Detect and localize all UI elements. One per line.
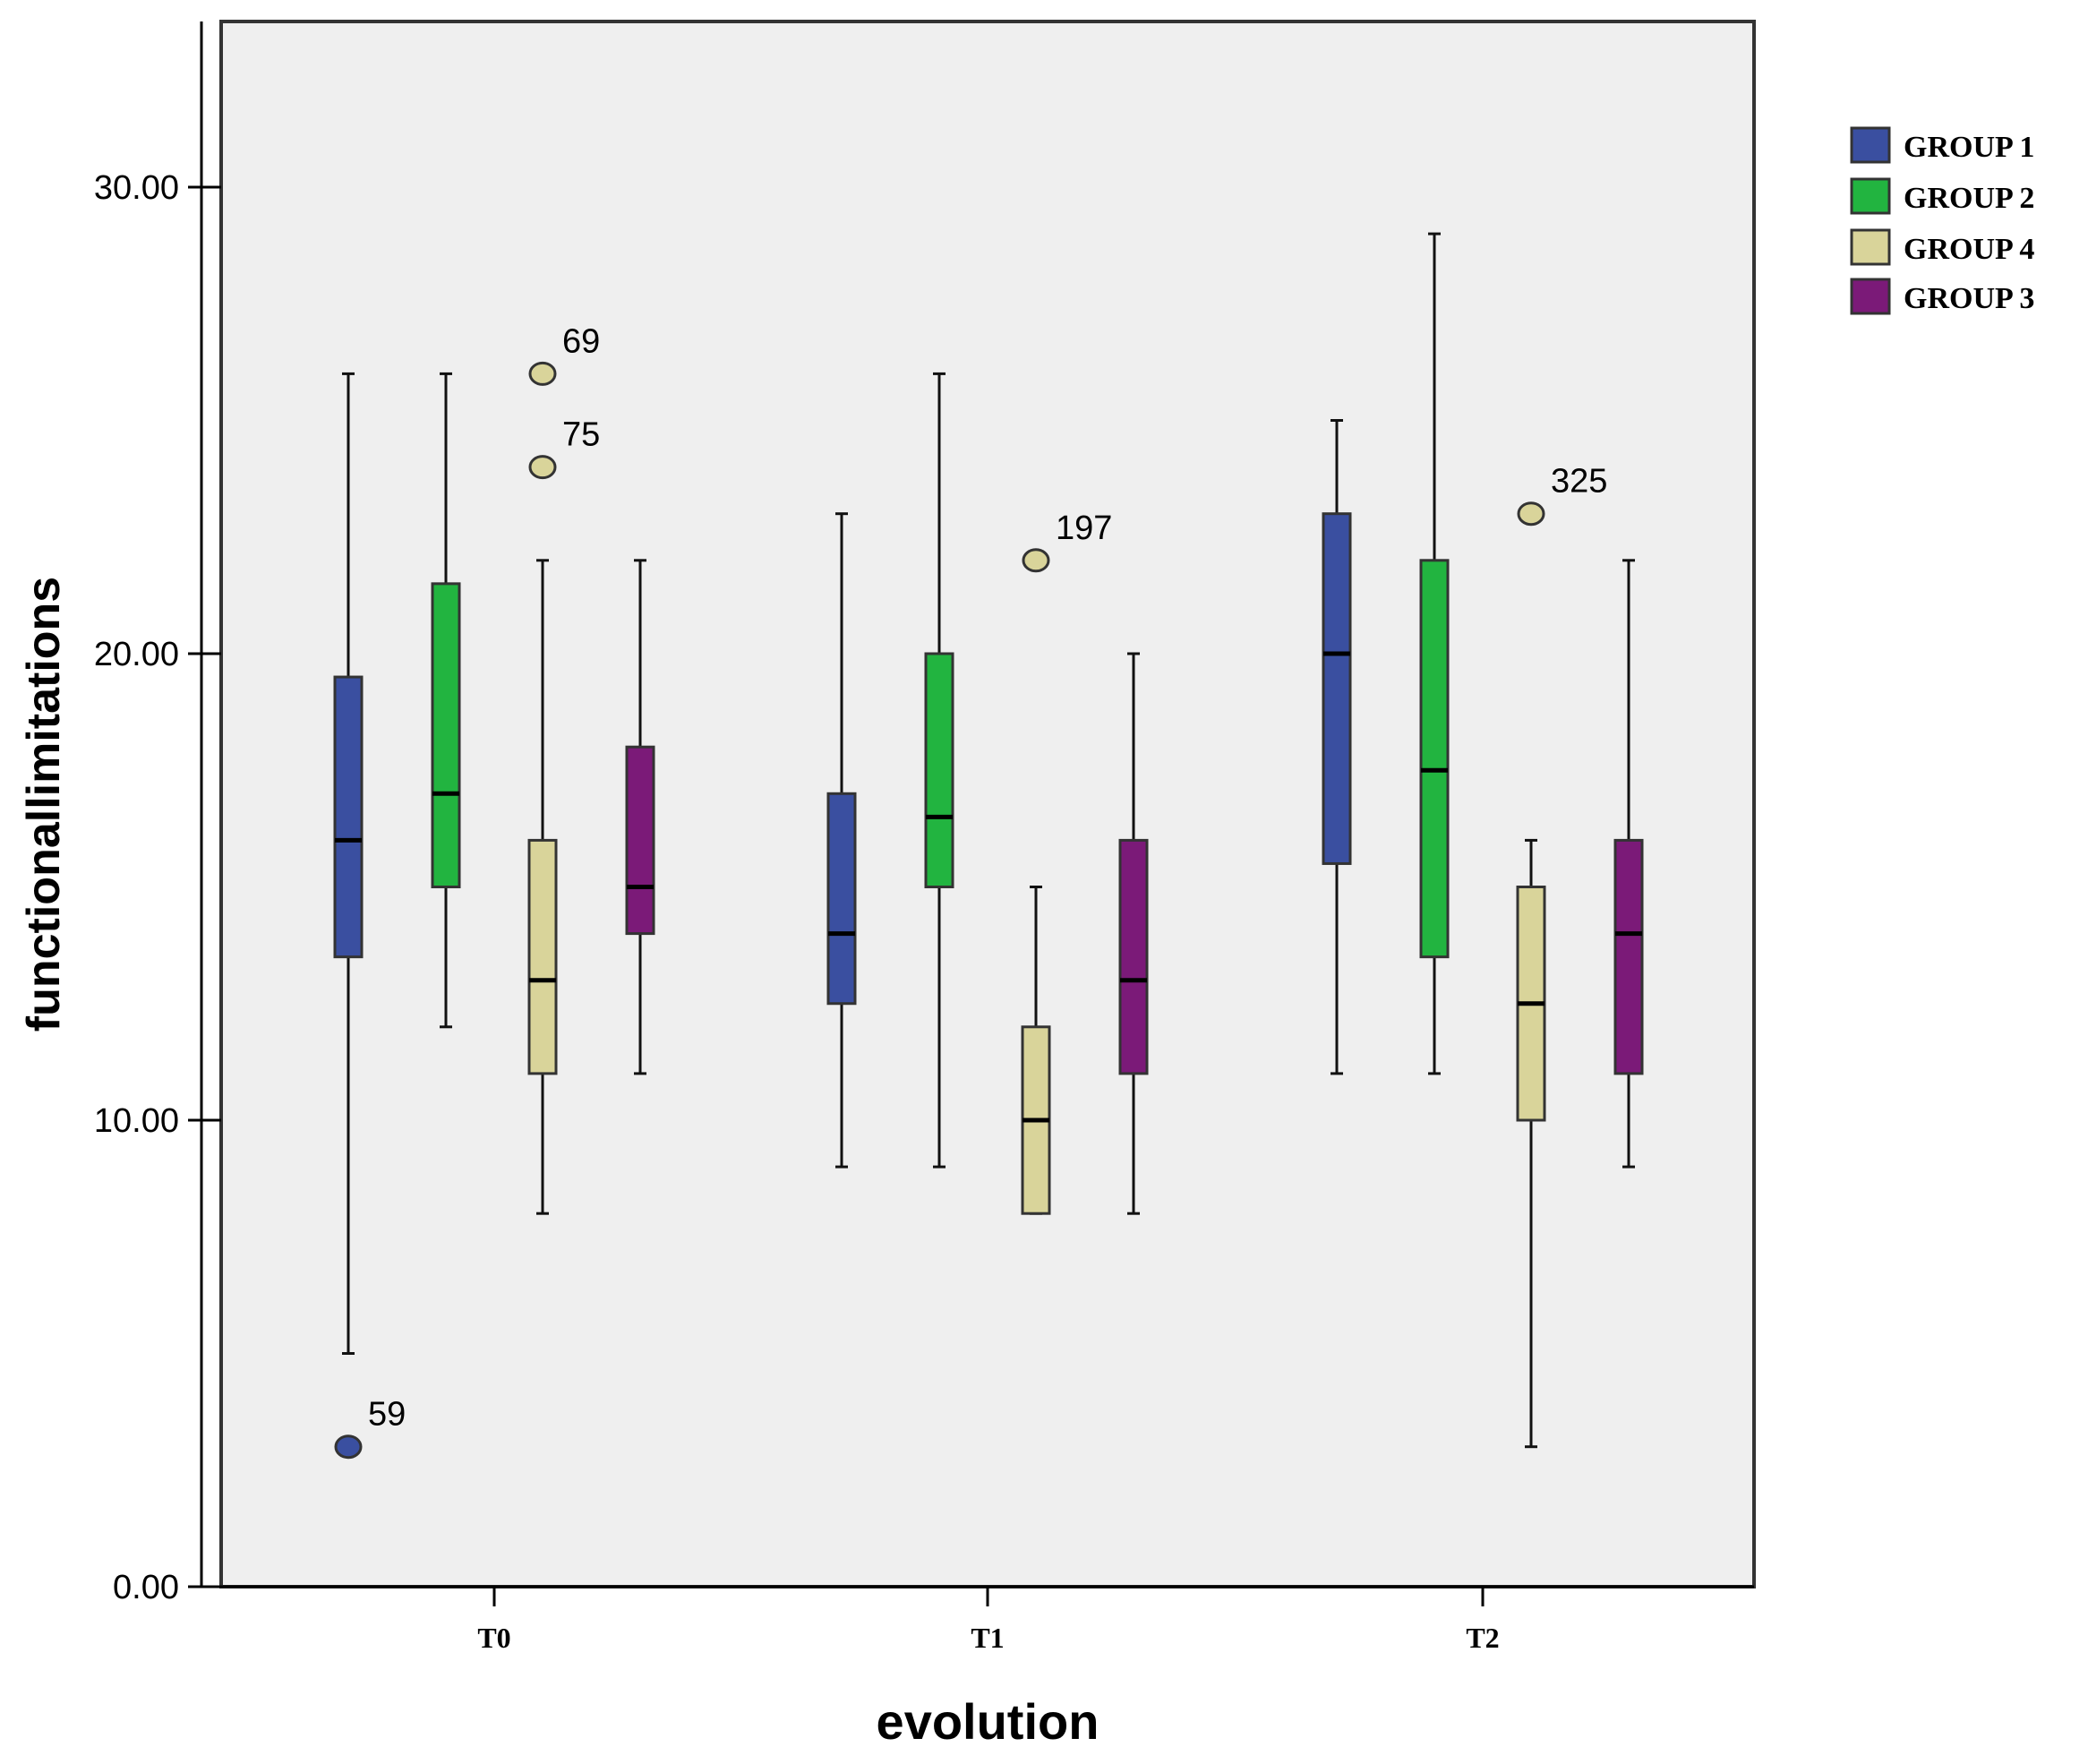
outlier-label: 59: [368, 1396, 406, 1434]
outlier-label: 197: [1056, 510, 1112, 547]
legend: GROUP 1 GROUP 2 GROUP 4 GROUP 3: [1850, 126, 2034, 315]
outlier-point: [334, 1434, 363, 1460]
legend-item: GROUP 3: [1850, 278, 2034, 315]
legend-label: GROUP 4: [1904, 233, 2034, 266]
outlier-label: 69: [562, 322, 600, 360]
y-tick-label: 10.00: [94, 1102, 179, 1140]
legend-swatch: [1850, 126, 1891, 164]
outlier-point: [528, 361, 557, 386]
legend-swatch: [1850, 278, 1891, 315]
boxes-layer: 59 69 75 197 325: [333, 232, 1644, 1460]
outlier-point: [1022, 548, 1050, 573]
legend-swatch: [1850, 228, 1891, 266]
box-group-4-t0: 69 75: [527, 322, 600, 1215]
y-tick-label: 0.00: [113, 1569, 179, 1606]
legend-swatch: [1850, 177, 1891, 215]
legend-item: GROUP 1: [1850, 126, 2034, 164]
box-group-2-t0: [431, 372, 461, 1029]
iqr-box: [1419, 559, 1450, 959]
plot-area: [219, 20, 1756, 1588]
legend-label: GROUP 3: [1904, 282, 2034, 315]
box-group-4-t2: 325: [1516, 463, 1607, 1449]
x-axis: T0 T1 T2: [201, 1585, 1754, 1654]
iqr-box: [527, 838, 558, 1075]
legend-item: GROUP 2: [1850, 177, 2034, 215]
iqr-box: [924, 652, 954, 888]
iqr-box: [1613, 838, 1644, 1075]
legend-item: GROUP 4: [1850, 228, 2034, 266]
box-group-3-t0: [625, 559, 655, 1075]
box-group-1-t2: [1322, 419, 1352, 1075]
box-group-4-t1: 197: [1021, 510, 1112, 1215]
iqr-box: [826, 792, 857, 1006]
iqr-box: [431, 582, 461, 888]
x-tick-label: T1: [971, 1622, 1004, 1654]
legend-label: GROUP 2: [1904, 182, 2034, 215]
box-group-3-t1: [1118, 652, 1149, 1215]
iqr-box: [625, 745, 655, 936]
x-axis-title: evolution: [877, 1693, 1100, 1750]
outlier-point: [1517, 501, 1545, 527]
legend-label: GROUP 1: [1904, 131, 2034, 164]
outlier-point: [528, 455, 557, 480]
x-tick-label: T0: [477, 1622, 510, 1654]
iqr-box: [333, 675, 364, 959]
outlier-label: 75: [562, 416, 600, 454]
box-group-3-t2: [1613, 559, 1644, 1169]
y-axis: 0.00 10.00 20.00 30.00: [94, 21, 221, 1606]
box-group-2-t2: [1419, 232, 1450, 1075]
iqr-box: [1322, 512, 1352, 865]
iqr-box: [1118, 838, 1149, 1075]
outlier-label: 325: [1551, 463, 1607, 501]
y-tick-label: 20.00: [94, 636, 179, 673]
box-group-1-t0: 59: [333, 372, 406, 1460]
y-tick-label: 30.00: [94, 169, 179, 207]
y-axis-title: functionallimitations: [18, 577, 70, 1032]
box-group-1-t1: [826, 512, 857, 1169]
box-group-2-t1: [924, 372, 954, 1169]
x-tick-label: T2: [1466, 1622, 1499, 1654]
